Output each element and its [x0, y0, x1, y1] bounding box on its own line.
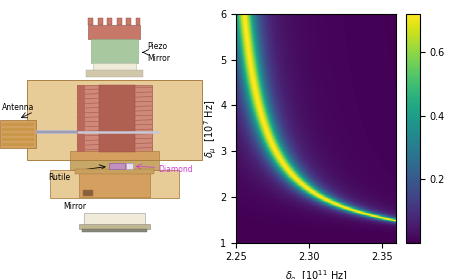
Text: Diamond: Diamond: [159, 165, 193, 174]
Bar: [93, 63, 136, 71]
Bar: [2, 123, 34, 126]
Text: Mirror: Mirror: [147, 54, 170, 63]
Bar: [136, 18, 141, 25]
Bar: [126, 18, 131, 25]
Bar: [27, 80, 202, 160]
Bar: [109, 162, 125, 169]
Bar: [82, 229, 147, 232]
Bar: [75, 169, 154, 174]
Bar: [2, 138, 34, 141]
Bar: [77, 85, 85, 152]
Bar: [117, 18, 121, 25]
Bar: [70, 160, 159, 170]
Bar: [50, 170, 179, 198]
Bar: [86, 70, 143, 77]
X-axis label: $\delta_o$  [$10^{11}$ Hz]: $\delta_o$ [$10^{11}$ Hz]: [285, 268, 347, 279]
Bar: [0, 120, 36, 148]
Text: Mirror: Mirror: [63, 202, 86, 211]
Bar: [2, 128, 34, 131]
Bar: [70, 151, 159, 160]
Bar: [77, 85, 152, 152]
Bar: [79, 224, 150, 229]
Bar: [107, 18, 112, 25]
Bar: [2, 143, 34, 146]
Bar: [98, 18, 102, 25]
Bar: [83, 190, 93, 196]
Text: Piezo: Piezo: [147, 42, 168, 50]
Y-axis label: $\delta_\mu$  [$10^7$ Hz]: $\delta_\mu$ [$10^7$ Hz]: [202, 99, 219, 158]
Text: Antenna: Antenna: [2, 103, 34, 112]
Bar: [126, 163, 133, 169]
Text: Rutile: Rutile: [48, 173, 70, 182]
Bar: [88, 18, 93, 25]
Bar: [99, 85, 135, 152]
Bar: [79, 172, 150, 197]
Bar: [91, 39, 138, 63]
Bar: [84, 213, 145, 225]
Bar: [2, 133, 34, 136]
Bar: [88, 25, 141, 39]
